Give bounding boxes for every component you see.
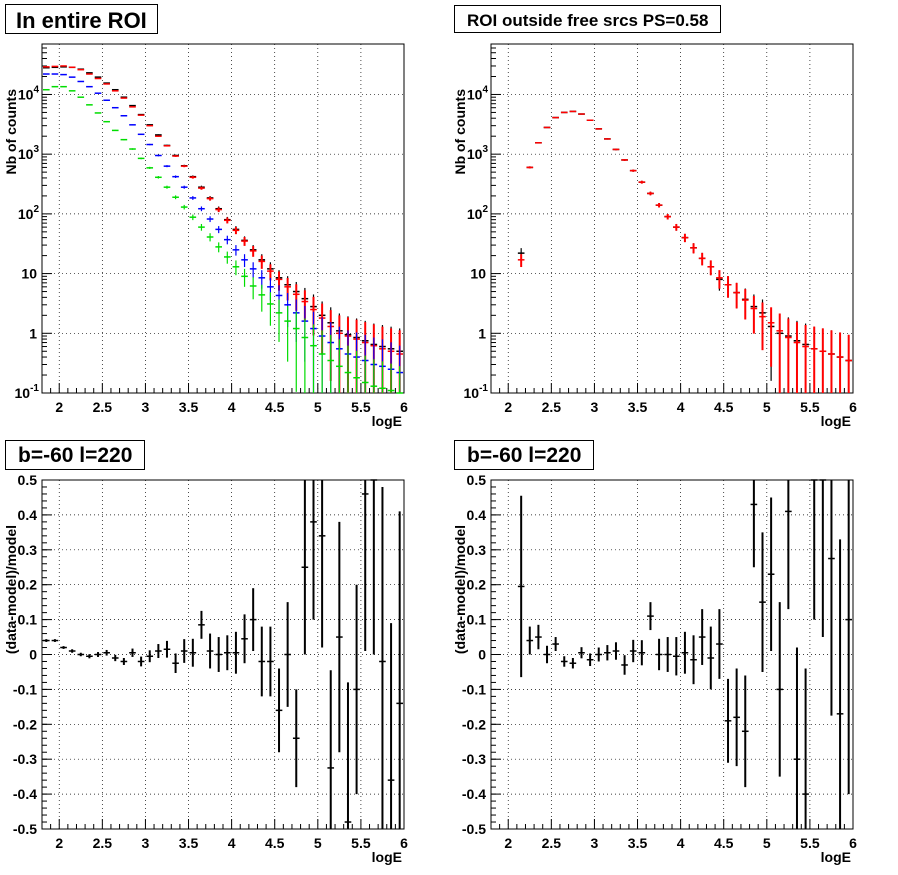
y-tick-label: 0.5 xyxy=(18,472,38,488)
y-tick-label: 0.1 xyxy=(467,612,487,628)
x-tick-label: 2.5 xyxy=(542,399,562,415)
x-axis-label: logE xyxy=(372,849,402,865)
x-tick-label: 2 xyxy=(55,835,63,851)
x-tick-label: 2 xyxy=(55,399,63,415)
x-tick-label: 3.5 xyxy=(179,835,199,851)
y-tick-label: 10 xyxy=(21,266,37,282)
plot-frame xyxy=(41,43,405,394)
x-tick-label: 4.5 xyxy=(265,835,285,851)
y-tick-label: 10-1 xyxy=(15,383,40,401)
y-tick-label: -0.2 xyxy=(462,716,486,732)
x-tick-label: 5 xyxy=(314,835,322,851)
y-tick-label: -0.4 xyxy=(13,786,37,802)
x-axis-label: logE xyxy=(821,413,851,429)
x-tick-label: 2.5 xyxy=(542,835,562,851)
y-tick-label: 104 xyxy=(18,84,40,102)
y-tick-label: 0.1 xyxy=(18,612,38,628)
x-tick-label: 3 xyxy=(591,835,599,851)
x-tick-label: 3.5 xyxy=(628,399,648,415)
y-tick-label: 102 xyxy=(467,204,489,222)
x-tick-label: 4 xyxy=(228,835,236,851)
x-tick-label: 5 xyxy=(314,399,322,415)
x-axis-label: logE xyxy=(821,849,851,865)
x-tick-label: 5 xyxy=(763,835,771,851)
y-axis-label: (data-model)/model xyxy=(452,525,468,654)
x-tick-label: 3.5 xyxy=(628,835,648,851)
x-tick-label: 3.5 xyxy=(179,399,199,415)
y-tick-label: 0.2 xyxy=(18,577,38,593)
y-tick-label: -0.3 xyxy=(462,751,486,767)
pad-title-bottom-left: b=-60 l=220 xyxy=(5,440,146,470)
x-tick-label: 6 xyxy=(400,835,408,851)
x-tick-label: 2.5 xyxy=(93,835,113,851)
x-tick-label: 6 xyxy=(849,399,857,415)
y-tick-label: 104 xyxy=(467,84,489,102)
y-tick-label: 1 xyxy=(29,325,37,341)
x-tick-label: 5.5 xyxy=(800,835,820,851)
y-tick-label: 10 xyxy=(470,266,486,282)
x-tick-label: 4 xyxy=(677,399,685,415)
y-tick-label: 10-1 xyxy=(464,383,489,401)
y-tick-label: 0.4 xyxy=(467,507,487,523)
y-tick-label: -0.1 xyxy=(462,681,486,697)
x-tick-label: 6 xyxy=(400,399,408,415)
x-tick-label: 5.5 xyxy=(800,399,820,415)
y-tick-label: -0.3 xyxy=(13,751,37,767)
x-tick-label: 4.5 xyxy=(714,835,734,851)
x-tick-label: 4 xyxy=(677,835,685,851)
y-tick-label: -0.4 xyxy=(462,786,486,802)
x-tick-label: 4 xyxy=(228,399,236,415)
x-tick-label: 3 xyxy=(142,835,150,851)
pad-title-top-left: In entire ROI xyxy=(5,4,158,34)
x-tick-label: 2 xyxy=(504,835,512,851)
y-tick-label: 1 xyxy=(478,325,486,341)
y-tick-label: -0.5 xyxy=(13,821,37,837)
x-tick-label: 6 xyxy=(849,835,857,851)
y-tick-label: -0.2 xyxy=(13,716,37,732)
y-tick-label: 0.2 xyxy=(467,577,487,593)
x-tick-label: 2.5 xyxy=(93,399,113,415)
x-tick-label: 3 xyxy=(591,399,599,415)
y-tick-label: 0 xyxy=(29,647,37,663)
x-tick-label: 5.5 xyxy=(351,835,371,851)
y-axis-label: Nb of counts xyxy=(452,89,468,175)
y-tick-label: 0.5 xyxy=(467,472,487,488)
pad-title-top-right: ROI outside free srcs PS=0.58 xyxy=(454,5,722,33)
y-tick-label: 0.4 xyxy=(18,507,38,523)
x-tick-label: 5 xyxy=(763,399,771,415)
y-tick-label: 103 xyxy=(467,144,489,162)
x-tick-label: 3 xyxy=(142,399,150,415)
y-tick-label: 0.3 xyxy=(18,542,38,558)
y-tick-label: 103 xyxy=(18,144,40,162)
x-tick-label: 4.5 xyxy=(265,399,285,415)
x-tick-label: 5.5 xyxy=(351,399,371,415)
pad-title-bottom-right: b=-60 l=220 xyxy=(454,440,595,470)
y-tick-label: -0.5 xyxy=(462,821,486,837)
y-axis-label: (data-model)/model xyxy=(3,525,19,654)
y-tick-label: 0 xyxy=(478,647,486,663)
x-tick-label: 4.5 xyxy=(714,399,734,415)
x-axis-label: logE xyxy=(372,413,402,429)
y-tick-label: 0.3 xyxy=(467,542,487,558)
x-tick-label: 2 xyxy=(504,399,512,415)
y-tick-label: -0.1 xyxy=(13,681,37,697)
y-axis-label: Nb of counts xyxy=(3,89,19,175)
y-tick-label: 102 xyxy=(18,204,40,222)
